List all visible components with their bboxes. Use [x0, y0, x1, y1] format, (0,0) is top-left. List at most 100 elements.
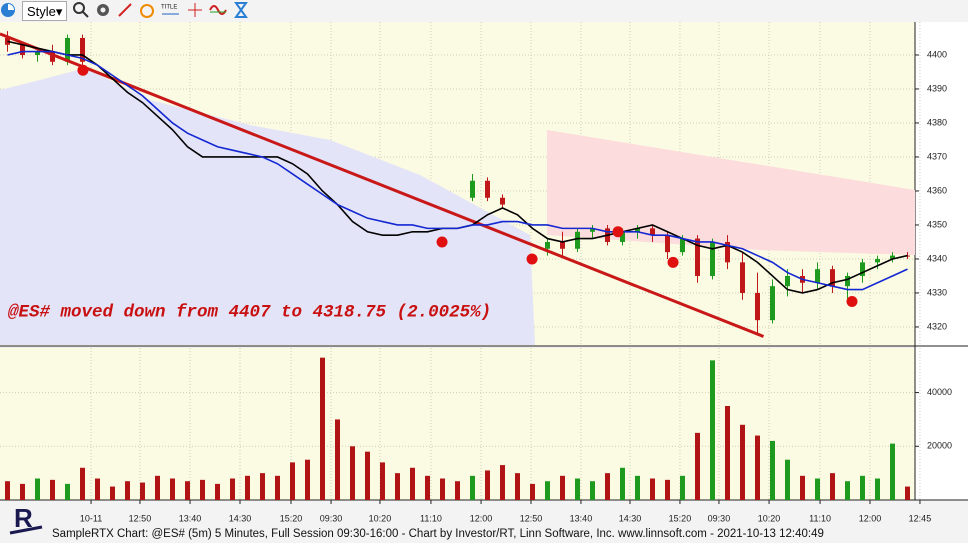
style-dropdown[interactable]: Style ▾	[22, 1, 68, 21]
signal-dot	[667, 256, 679, 268]
candle-body	[590, 228, 595, 232]
x-tick-label: 13:40	[570, 513, 593, 523]
x-tick-label: 15:20	[669, 513, 692, 523]
y-tick-label: 4370	[927, 151, 947, 161]
volume-bar	[290, 462, 295, 500]
volume-bar	[830, 473, 835, 500]
x-axis-area	[0, 500, 968, 543]
volume-bar	[770, 440, 775, 500]
volume-bar	[50, 479, 55, 500]
volume-bar	[20, 483, 25, 500]
volume-bar	[215, 483, 220, 500]
x-tick-label: 09:30	[708, 513, 731, 523]
candle-body	[80, 37, 85, 62]
volume-bar	[680, 475, 685, 500]
candle-body	[635, 228, 640, 232]
volume-bar	[635, 475, 640, 500]
y-tick-label: 4400	[927, 49, 947, 59]
y-tick-label: 20000	[927, 441, 952, 451]
volume-bar	[545, 481, 550, 500]
volume-bar	[365, 451, 370, 500]
x-tick-label: 15:20	[280, 513, 303, 523]
footer: SampleRTX Chart: @ES# (5m) 5 Minutes, Fu…	[52, 528, 824, 540]
volume-bar	[755, 435, 760, 500]
candle-body	[20, 44, 25, 55]
x-tick-label: 12:45	[909, 513, 932, 523]
signal-dot	[77, 64, 89, 76]
moving-average	[7, 50, 908, 291]
trend-line	[0, 32, 765, 338]
candle-body	[860, 262, 865, 276]
volume-bar	[245, 475, 250, 500]
candle-body	[890, 255, 895, 259]
axis-area	[915, 22, 968, 500]
candle-body	[665, 235, 670, 253]
volume-bar	[710, 360, 715, 500]
candle-body	[560, 241, 565, 249]
x-tick-label: 10-11	[80, 513, 102, 523]
hourglass-icon[interactable]	[233, 2, 249, 20]
candle-body	[755, 292, 760, 321]
volume-bar	[35, 478, 40, 500]
volume-bar	[605, 473, 610, 500]
volume-bar	[875, 478, 880, 500]
volume-bar	[590, 481, 595, 500]
candle-body	[785, 275, 790, 287]
signal-dot	[612, 226, 624, 238]
volume-bar	[530, 483, 535, 500]
volume-bar	[890, 443, 895, 500]
candle-body	[500, 197, 505, 205]
candle-body	[470, 180, 475, 198]
volume-bar	[260, 473, 265, 500]
volume-bar	[170, 478, 175, 500]
title-icon[interactable]: TITLE	[161, 2, 181, 20]
volume-bar	[395, 473, 400, 500]
x-tick-label: 12:50	[129, 513, 152, 523]
volume-bar	[140, 482, 145, 500]
y-tick-label: 4350	[927, 219, 947, 229]
candle-body	[575, 231, 580, 249]
clock-icon[interactable]	[0, 2, 16, 20]
zoom-icon[interactable]	[73, 2, 90, 20]
volume-bar	[695, 432, 700, 500]
style-label: Style	[27, 3, 56, 19]
volume-bar	[905, 486, 910, 500]
volume-bar	[575, 478, 580, 500]
y-tick-label: 40000	[927, 387, 952, 397]
x-tick-label: 12:50	[520, 513, 543, 523]
volume-bar	[185, 481, 190, 500]
volume-bar	[200, 479, 205, 500]
x-tick-label: 09:30	[320, 513, 343, 523]
annotation: @ES# moved down from 4407 to 4318.75 (2.…	[8, 303, 491, 323]
candle-body	[875, 258, 880, 263]
candle-body	[710, 241, 715, 276]
volume-bar	[815, 478, 820, 500]
crosshair-icon[interactable]	[187, 2, 203, 20]
title-icon-label: TITLE	[161, 5, 177, 11]
alarm-icon[interactable]	[139, 2, 155, 20]
wave-icon[interactable]	[209, 2, 228, 20]
volume-bar	[95, 478, 100, 500]
candle-body	[65, 37, 70, 62]
volume-bar	[230, 478, 235, 500]
volume-bar	[80, 467, 85, 500]
x-tick-label: 12:00	[859, 513, 882, 523]
x-tick-label: 10:20	[369, 513, 392, 523]
volume-bar	[785, 459, 790, 500]
volume-bar	[485, 470, 490, 500]
line-icon[interactable]	[117, 2, 133, 20]
x-tick-label: 14:30	[229, 513, 252, 523]
volume-bar	[350, 446, 355, 500]
volume-bar	[470, 475, 475, 500]
candle-body	[725, 241, 730, 263]
volume-bar	[320, 357, 325, 500]
volume-bar	[425, 475, 430, 500]
volume-bar	[110, 486, 115, 500]
x-tick-label: 12:00	[470, 513, 493, 523]
volume-bar	[335, 419, 340, 500]
volume-bar	[650, 478, 655, 500]
settings-icon[interactable]	[95, 2, 111, 20]
candle-body	[740, 262, 745, 293]
x-tick-label: 11:10	[420, 513, 442, 523]
